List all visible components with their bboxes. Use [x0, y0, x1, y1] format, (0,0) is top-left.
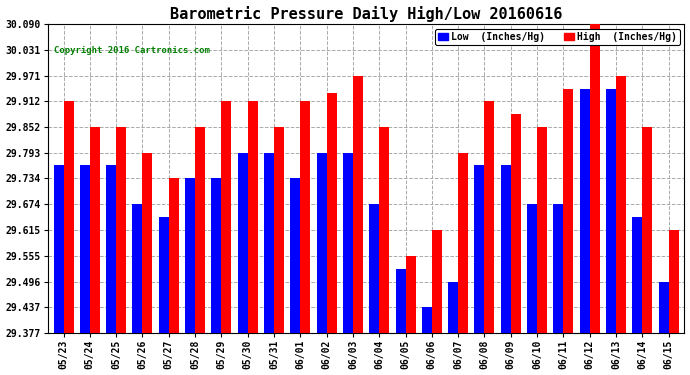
Bar — [616, 76, 626, 333]
Bar — [80, 165, 90, 333]
Bar — [132, 204, 142, 333]
Bar — [484, 101, 495, 333]
Bar — [353, 76, 363, 333]
Bar — [669, 230, 679, 333]
Bar — [553, 204, 564, 333]
Bar — [195, 127, 205, 333]
Bar — [632, 217, 642, 333]
Bar — [458, 153, 469, 333]
Bar — [422, 307, 432, 333]
Bar — [142, 153, 152, 333]
Bar — [659, 282, 669, 333]
Bar — [537, 127, 547, 333]
Bar — [238, 153, 248, 333]
Bar — [90, 127, 100, 333]
Bar — [211, 178, 221, 333]
Bar — [317, 153, 326, 333]
Bar — [169, 178, 179, 333]
Bar — [185, 178, 195, 333]
Bar — [580, 89, 590, 333]
Bar — [248, 101, 257, 333]
Bar — [432, 230, 442, 333]
Bar — [395, 269, 406, 333]
Bar — [380, 127, 389, 333]
Bar — [63, 101, 74, 333]
Bar — [54, 165, 63, 333]
Bar — [116, 127, 126, 333]
Bar — [527, 204, 537, 333]
Bar — [274, 127, 284, 333]
Bar — [221, 101, 231, 333]
Legend: Low  (Inches/Hg), High  (Inches/Hg): Low (Inches/Hg), High (Inches/Hg) — [435, 29, 680, 45]
Bar — [564, 89, 573, 333]
Bar — [343, 153, 353, 333]
Bar — [326, 93, 337, 333]
Bar — [159, 217, 169, 333]
Bar — [300, 101, 310, 333]
Bar — [501, 165, 511, 333]
Bar — [369, 204, 380, 333]
Text: Copyright 2016 Cartronics.com: Copyright 2016 Cartronics.com — [54, 46, 210, 55]
Bar — [448, 282, 458, 333]
Bar — [511, 114, 521, 333]
Bar — [264, 153, 274, 333]
Bar — [606, 89, 616, 333]
Title: Barometric Pressure Daily High/Low 20160616: Barometric Pressure Daily High/Low 20160… — [170, 6, 562, 21]
Bar — [290, 178, 300, 333]
Bar — [106, 165, 116, 333]
Bar — [642, 127, 652, 333]
Bar — [475, 165, 484, 333]
Bar — [590, 24, 600, 333]
Bar — [406, 256, 415, 333]
